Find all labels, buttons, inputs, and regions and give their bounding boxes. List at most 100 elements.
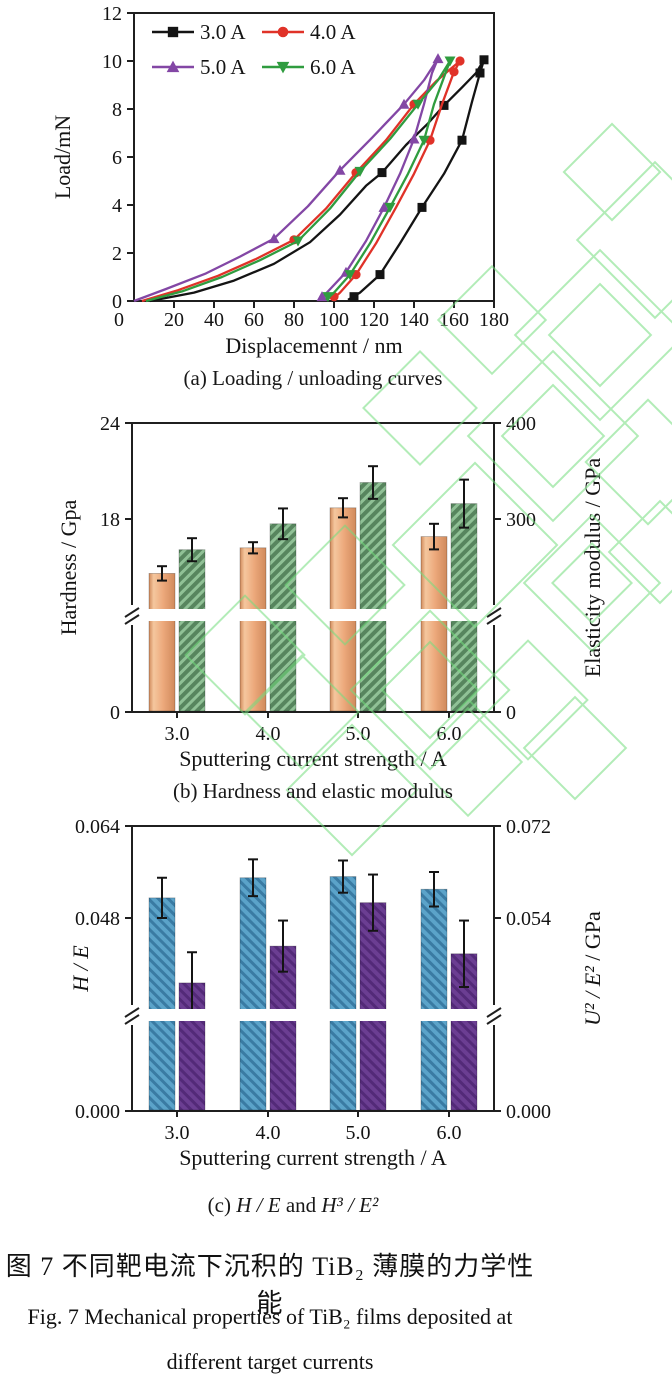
c-error-bar [248, 858, 258, 898]
b-ytick-label-right: 400 [506, 413, 536, 435]
watermark-diamond-icon [562, 122, 662, 222]
b-bar-Elasticitymodulus [359, 482, 387, 712]
watermark-diamond-icon [522, 513, 662, 653]
b-ytick-label-right: 0 [506, 702, 516, 724]
b-category-label: 6.0 [437, 723, 462, 745]
watermark-diamond-icon [412, 706, 524, 818]
watermark-diamond-icon [380, 640, 480, 740]
c-error-bar [157, 876, 167, 919]
legend-label: 5.0 A [200, 55, 246, 79]
c-bar-UE [269, 945, 297, 1111]
c-ytick-label-left: 0.000 [75, 1101, 120, 1123]
a-ytick-label: 0 [112, 291, 122, 313]
b-error-bar [338, 497, 348, 519]
a-marker [344, 270, 356, 281]
c-error-bar [459, 919, 469, 988]
a-ytick-label: 6 [112, 147, 122, 169]
a-marker [417, 202, 427, 212]
b-error-bar [429, 522, 439, 551]
a-marker [412, 99, 424, 110]
a-marker [316, 291, 328, 302]
caption-panel-b: (b) Hardness and elastic modulus [173, 779, 453, 803]
watermark-diamond-icon [550, 541, 634, 625]
a-marker [449, 67, 459, 77]
a-xtick-label: 20 [164, 309, 184, 331]
a-xtick-label: 180 [479, 309, 509, 331]
c-bar-HE [329, 876, 357, 1111]
b-bar-Hardness [239, 547, 267, 712]
c-axis-break-icon [486, 1007, 502, 1025]
watermark-diamond-icon [284, 524, 406, 646]
a-ytick-label: 2 [112, 243, 122, 265]
watermark-diamond-icon [466, 349, 640, 523]
a-ytick-label: 8 [112, 99, 122, 121]
watermark-diamond-icon [575, 160, 672, 320]
b-ytick-label-left: 0 [110, 702, 120, 724]
b-yaxis-label-left: Hardness / Gpa [56, 499, 81, 635]
legend-label: 6.0 A [310, 55, 356, 79]
legend-marker-circle-icon [277, 26, 289, 38]
a-marker [334, 164, 346, 175]
c-error-bar [278, 919, 288, 973]
c-error-bar [338, 859, 348, 894]
caption-c-h3e2: H³ / E² [321, 1193, 379, 1217]
c-yaxis-label-right: U² / E² / GPa [580, 911, 605, 1026]
b-ytick-label-left: 18 [100, 509, 120, 531]
a-xtick-label: 160 [439, 309, 469, 331]
c-yaxis-label-left: H / E [68, 945, 93, 993]
b-error-bar [187, 537, 197, 563]
panel-c-plot: 0.000 0.048 0.064 0.000 0.054 0.072 3.0 4.0 5.0 6… [68, 816, 605, 1170]
watermark-diamond-icon [244, 654, 360, 770]
watermark [184, 122, 672, 857]
a-marker [444, 56, 456, 67]
c-bar-UE [359, 902, 387, 1111]
c-bar-HE [148, 897, 176, 1111]
a-marker [354, 166, 366, 177]
c-ytick-label-left: 0.048 [75, 908, 120, 930]
a-xaxis-label: Displacemennt / nm [225, 333, 402, 358]
caption-c-prefix: (c) [207, 1193, 237, 1217]
c-axis-break-icon [124, 1007, 140, 1025]
b-axis-break-icon [486, 607, 502, 625]
watermark-diamond-icon [522, 695, 628, 801]
a-marker [475, 68, 485, 78]
a-xtick-label: 40 [204, 309, 224, 331]
watermark-diamond-icon [467, 639, 589, 761]
legend-marker-triangle-up-icon [166, 60, 180, 73]
a-xtick-label: 120 [359, 309, 389, 331]
watermark-diamond-icon [513, 248, 672, 422]
watermark-diamond-icon [285, 723, 419, 857]
c-category-label: 3.0 [165, 1122, 190, 1144]
b-error-bar [459, 478, 469, 529]
c-category-label: 5.0 [346, 1122, 371, 1144]
watermark-diamond-icon [391, 461, 559, 629]
c-ytick-label-left: 0.064 [75, 816, 120, 838]
a-marker [322, 292, 334, 303]
b-error-bar [248, 541, 258, 555]
c-xaxis-label: Sputtering current strength / A [179, 1145, 447, 1170]
b-category-label: 3.0 [165, 723, 190, 745]
a-marker [384, 202, 396, 213]
c-frame [131, 825, 495, 1112]
b-category-label: 5.0 [346, 723, 371, 745]
a-curve-50A [133, 57, 440, 303]
watermark-diamond-icon [436, 264, 548, 376]
a-marker [479, 55, 489, 65]
a-marker [292, 236, 304, 247]
watermark-diamond-icon [362, 350, 478, 466]
watermark-diamond-icon [349, 609, 511, 771]
b-ytick-label-left: 24 [100, 413, 120, 435]
a-marker [457, 135, 467, 145]
a-marker [268, 233, 280, 244]
a-marker [349, 292, 359, 302]
a-ytick-label: 10 [102, 51, 122, 73]
watermark-diamond-icon [584, 398, 672, 526]
a-ytick-label: 12 [102, 3, 122, 25]
a-xtick-label: 100 [319, 309, 349, 331]
b-bar-Elasticitymodulus [178, 549, 206, 712]
caption-c-and: and [280, 1193, 322, 1217]
a-yaxis-label: Load/mN [50, 115, 75, 199]
c-bar-HE [420, 888, 448, 1111]
c-error-bar [368, 873, 378, 932]
